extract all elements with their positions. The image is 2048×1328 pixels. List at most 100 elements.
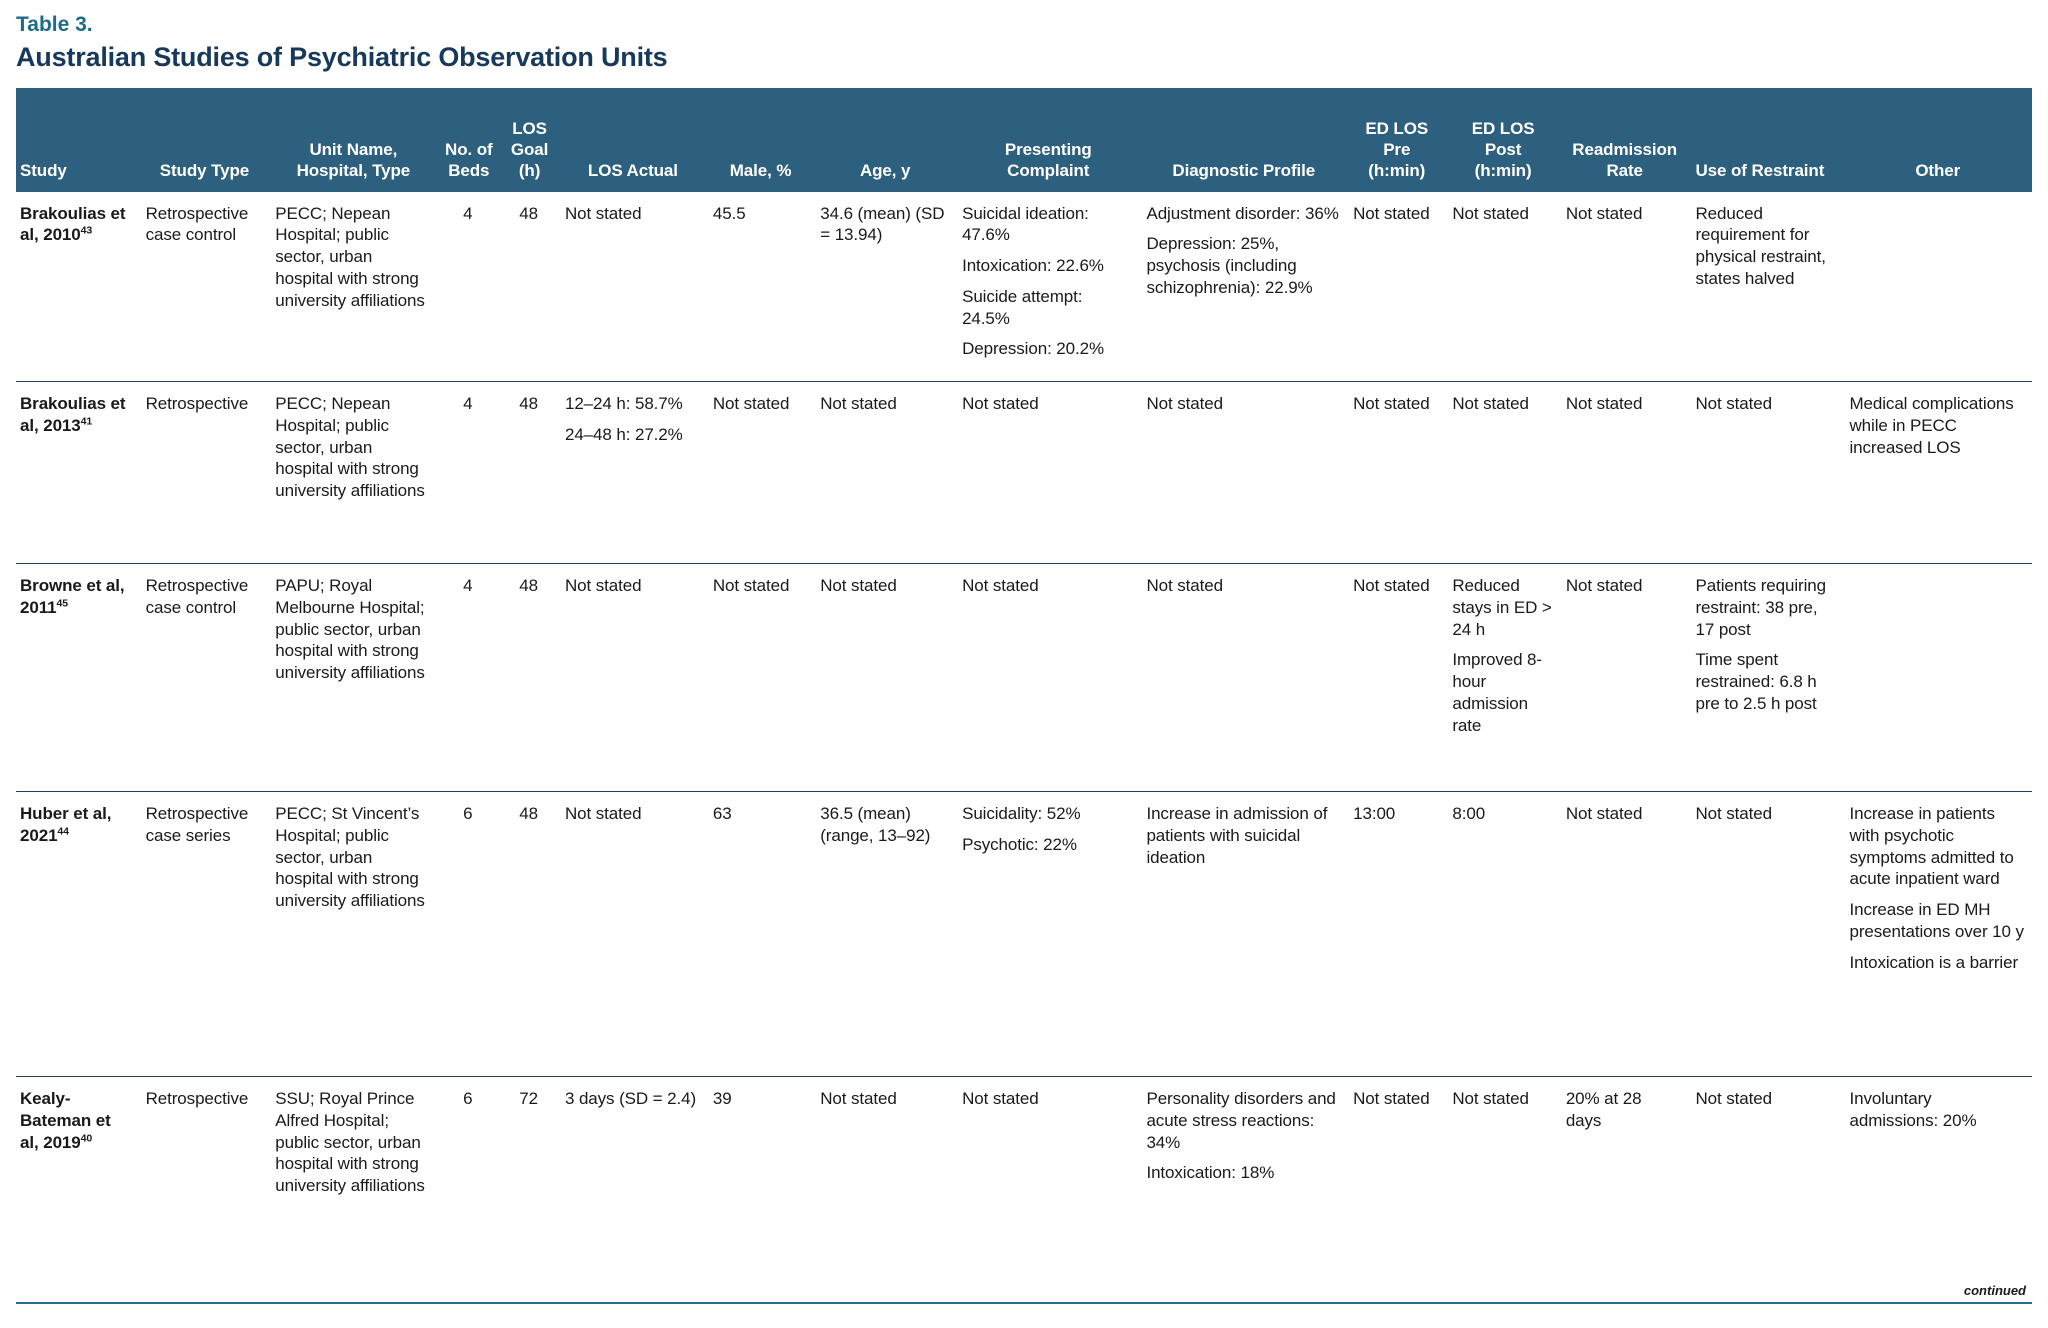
column-header-los_actual: LOS Actual: [558, 87, 707, 192]
cell-study: Browne et al, 201145: [16, 563, 140, 792]
cell-paragraph: Not stated: [564, 804, 642, 824]
cell-paragraph: Increase in admission of patients with s…: [1146, 804, 1328, 867]
cell-paragraph: Retrospective: [145, 1089, 249, 1109]
cell-paragraph: 4: [463, 576, 473, 596]
cell-paragraph: Suicide attempt: 24.5%: [962, 286, 1083, 328]
cell-diagnostic: Increase in admission of patients with s…: [1140, 791, 1348, 1077]
cell-other: [1843, 563, 2032, 792]
cell-paragraph: Medical complications while in PECC incr…: [1849, 394, 2014, 457]
cell-paragraph: 13:00: [1353, 804, 1396, 824]
cell-paragraph: Not stated: [1695, 394, 1773, 414]
table-row: Huber et al, 202144 Retrospective case se…: [16, 791, 2032, 1077]
cell-male: Not stated: [706, 381, 815, 564]
column-header-diagnostic: Diagnostic Profile: [1140, 87, 1348, 192]
cell-paragraph: Not stated: [564, 576, 642, 596]
cell-paragraph: Not stated: [1146, 394, 1223, 414]
cell-ed_pre: Not stated: [1347, 192, 1446, 382]
cell-ed_pre: 13:00: [1347, 791, 1447, 1077]
study-citation-text: Kealy-Bateman et al, 2019: [20, 1089, 111, 1152]
cell-paragraph: Intoxication is a barrier: [1849, 952, 2019, 972]
column-header-unit: Unit Name, Hospital, Type: [269, 87, 438, 192]
cell-ed_post: Not stated: [1446, 1076, 1560, 1277]
cell-paragraph: Reduced stays in ED > 24 h: [1452, 576, 1552, 639]
cell-paragraph: Psychotic: 22%: [962, 834, 1077, 854]
column-header-male: Male, %: [706, 87, 815, 192]
cell-paragraph: 4: [463, 203, 473, 223]
cell-paragraph: Not stated: [1146, 576, 1223, 596]
cell-paragraph: PECC; St Vincent’s Hospital; public sect…: [275, 804, 425, 911]
table-row: Browne et al, 201145 Retrospective case c…: [16, 563, 2032, 792]
cell-unit: PECC; Nepean Hospital; public sector, ur…: [269, 381, 438, 564]
column-header-readmission: Readmission Rate: [1559, 87, 1690, 192]
cell-beds: 6: [437, 791, 501, 1077]
cell-beds: 6: [437, 1076, 501, 1277]
cell-unit: PECC; St Vincent’s Hospital; public sect…: [269, 791, 438, 1077]
study-citation-superscript: 45: [56, 597, 68, 610]
cell-male: Not stated: [706, 563, 815, 792]
cell-los_actual: 12–24 h: 58.7% 24–48 h: 27.2%: [558, 381, 707, 564]
cell-paragraph: 24–48 h: 27.2%: [564, 424, 683, 444]
cell-paragraph: Not stated: [1452, 394, 1529, 414]
cell-other: Increase in patients with psychotic symp…: [1843, 791, 2032, 1077]
cell-study: Brakoulias et al, 201043: [16, 192, 140, 382]
cell-other: Involuntary admissions: 20%: [1843, 1076, 2032, 1277]
cell-paragraph: Not stated: [1565, 576, 1643, 596]
cell-los_actual: Not stated: [558, 791, 707, 1077]
cell-restraint: Not stated: [1689, 381, 1844, 564]
cell-readmission: Not stated: [1559, 791, 1690, 1077]
cell-beds: 4: [437, 381, 501, 564]
column-header-study_type: Study Type: [139, 87, 270, 192]
study-citation-superscript: 41: [80, 415, 93, 428]
cell-paragraph: 4: [463, 394, 473, 414]
cell-unit: SSU; Royal Prince Alfred Hospital; publi…: [269, 1076, 438, 1277]
cell-paragraph: Not stated: [962, 1089, 1039, 1109]
cell-paragraph: 48: [519, 576, 538, 596]
cell-male: 39: [706, 1076, 815, 1277]
continued-label: continued: [1963, 1282, 2026, 1298]
cell-paragraph: Depression: 20.2%: [962, 339, 1105, 359]
cell-paragraph: Retrospective case series: [145, 804, 249, 845]
cell-paragraph: Not stated: [1353, 203, 1430, 223]
cell-los_goal: 48: [500, 563, 559, 792]
column-header-restraint: Use of Restraint: [1689, 87, 1844, 192]
cell-readmission: Not stated: [1559, 381, 1690, 564]
cell-paragraph: Improved 8-hour admission rate: [1452, 650, 1542, 735]
cell-study: Huber et al, 202144: [16, 791, 140, 1077]
cell-beds: 4: [437, 192, 500, 382]
cell-paragraph: 48: [519, 394, 538, 414]
cell-paragraph: PECC; Nepean Hospital; public sector, ur…: [275, 203, 425, 310]
cell-study_type: Retrospective case control: [139, 563, 270, 792]
cell-restraint: Patients requiring restraint: 38 pre, 17…: [1689, 563, 1844, 792]
column-header-los_goal: LOS Goal (h): [500, 87, 559, 192]
studies-table: Study Study Type Unit Name, Hospital, Type…: [16, 87, 2032, 1277]
study-citation-superscript: 43: [80, 224, 93, 237]
cell-presenting: Not stated: [956, 1076, 1141, 1277]
cell-paragraph: PAPU; Royal Melbourne Hospital; public s…: [275, 576, 425, 683]
cell-los_actual: 3 days (SD = 2.4): [558, 1076, 707, 1277]
cell-restraint: Reduced requirement for physical restrai…: [1690, 192, 1844, 382]
cell-paragraph: SSU; Royal Prince Alfred Hospital; publi…: [275, 1089, 425, 1196]
study-citation-superscript: 40: [80, 1131, 93, 1144]
cell-presenting: Not stated: [956, 381, 1141, 564]
cell-paragraph: Retrospective: [145, 394, 249, 414]
cell-paragraph: Not stated: [564, 203, 642, 223]
cell-paragraph: Not stated: [962, 394, 1039, 414]
table-row: Brakoulias et al, 201341 Retrospective PEC…: [16, 381, 2032, 564]
cell-paragraph: 39: [712, 1089, 732, 1109]
cell-restraint: Not stated: [1689, 1076, 1844, 1277]
cell-diagnostic: Not stated: [1140, 563, 1348, 792]
cell-ed_post: Not stated: [1446, 381, 1560, 564]
cell-ed_post: 8:00: [1446, 791, 1560, 1077]
cell-paragraph: 3 days (SD = 2.4): [564, 1089, 697, 1109]
cell-study_type: Retrospective case control: [140, 192, 270, 382]
cell-paragraph: 36.5 (mean) (range, 13–92): [820, 804, 931, 845]
cell-paragraph: Not stated: [1565, 394, 1643, 414]
cell-paragraph: PECC; Nepean Hospital; public sector, ur…: [275, 394, 425, 501]
cell-los_goal: 48: [500, 381, 559, 564]
cell-study_type: Retrospective case series: [139, 791, 270, 1077]
cell-los_goal: 48: [500, 791, 559, 1077]
cell-paragraph: Intoxication: 22.6%: [962, 256, 1104, 276]
cell-paragraph: Patients requiring restraint: 38 pre, 17…: [1695, 576, 1827, 639]
cell-paragraph: 45.5: [712, 203, 746, 223]
